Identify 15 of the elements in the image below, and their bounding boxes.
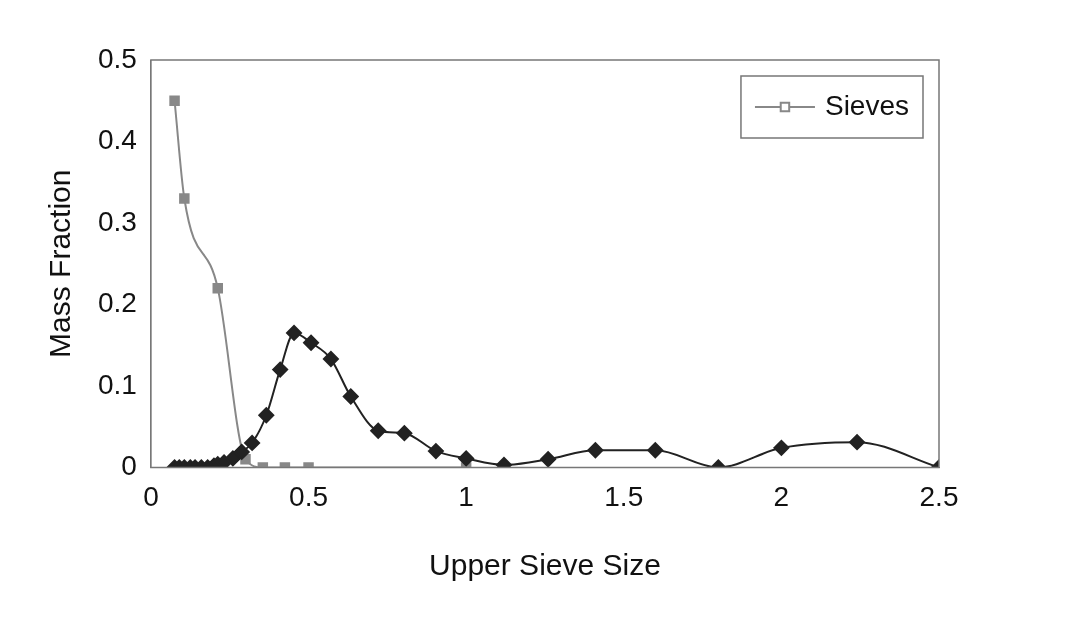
x-tick-label: 1.5 [604, 480, 644, 512]
y-tick-label: 0.2 [97, 287, 137, 319]
x-tick-label: 0 [143, 480, 159, 512]
x-tick-label: 2 [773, 480, 790, 512]
x-tick-label: 2.5 [919, 480, 959, 512]
x-tick-label: 1 [458, 480, 474, 512]
y-tick-label: 0.5 [97, 42, 137, 74]
y-tick-label: 0 [121, 450, 137, 482]
y-tick-label: 0.4 [97, 124, 137, 156]
y-axis-title: Mass Fraction [43, 169, 77, 358]
y-tick-label: 0.3 [97, 205, 137, 237]
y-tick-label: 0.1 [97, 368, 137, 400]
x-axis-title: Upper Sieve Size [429, 548, 661, 582]
legend-label: Sieves [824, 89, 910, 121]
x-tick-label: 0.5 [289, 480, 329, 512]
